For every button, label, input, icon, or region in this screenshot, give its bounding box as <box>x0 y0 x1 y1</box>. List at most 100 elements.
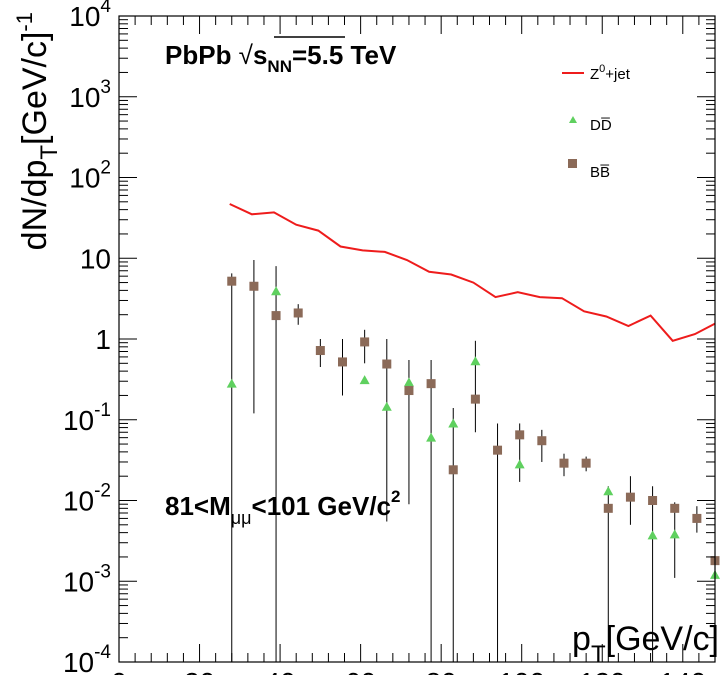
y-tick-label: 10-1 <box>63 400 111 436</box>
label-layer: 02040608010012014010-410-310-210-1110102… <box>12 0 719 675</box>
y-tick-label: 10-3 <box>63 561 111 597</box>
y-tick-base: 10 <box>69 1 100 32</box>
y-tick-base: 10 <box>69 163 100 194</box>
dd-point <box>448 418 459 428</box>
annotation-mass-window: 81<Mμμ<101 GeV/c2 <box>165 487 400 528</box>
bb-point <box>293 308 303 318</box>
plot-layer <box>226 203 720 662</box>
x-axis-title: pT[GeV/c] <box>572 620 719 668</box>
dd-point <box>359 375 370 385</box>
annotation-sqrt-s: s <box>253 40 267 70</box>
y-tick-base: 10 <box>80 243 111 274</box>
y-tick-exponent: -3 <box>94 561 111 582</box>
y-tick-exponent: -1 <box>94 400 111 421</box>
legend-dd-swatch <box>569 116 577 123</box>
dd-point <box>669 529 680 539</box>
bb-point <box>648 496 658 505</box>
y-axis-title-pre: dN/dp <box>16 160 54 251</box>
y-tick-label: 10 <box>80 243 111 274</box>
y-tick-exponent: -4 <box>94 642 111 663</box>
y-axis-title-sup: -1 <box>12 12 37 32</box>
bb-point <box>404 386 414 396</box>
legend-z0jet-sup: 0 <box>599 63 605 75</box>
y-tick-label: 10-2 <box>63 481 111 517</box>
annotation-mass-suffix: <101 GeV/c <box>252 491 392 521</box>
x-axis-title-rest: [GeV/c] <box>606 620 719 658</box>
x-tick-label: 40 <box>265 667 296 675</box>
y-axis-title-sub: T <box>36 145 63 160</box>
y-tick-base: 10 <box>63 566 94 597</box>
y-tick-base: 10 <box>63 405 94 436</box>
bb-point <box>315 346 325 356</box>
y-tick-label: 102 <box>69 158 111 194</box>
bb-point <box>625 492 635 502</box>
bb-point <box>670 503 680 513</box>
annotation-sqrt-sub: NN <box>267 57 292 76</box>
bb-point <box>448 465 458 475</box>
y-axis-title-rest: [GeV/c] <box>16 32 54 145</box>
bb-point <box>603 503 613 513</box>
bb-point <box>581 458 591 468</box>
annotation-energy: =5.5 TeV <box>292 40 397 70</box>
dd-point <box>403 377 414 387</box>
legend-z0jet-rest: +jet <box>605 66 630 83</box>
bb-point <box>493 445 503 455</box>
bb-point <box>537 436 547 446</box>
y-tick-label: 103 <box>69 77 111 113</box>
dd-point <box>381 401 392 411</box>
annotation-mass-sup: 2 <box>391 487 400 506</box>
annotation-mass-sub: μμ <box>231 508 252 528</box>
legend-bb-label: BB̅ <box>590 164 610 181</box>
y-tick-base: 10 <box>63 486 94 517</box>
annotation-collision: PbPb √sNN=5.5 TeV <box>165 40 397 76</box>
legend-z0jet-label: Z0+jet <box>590 63 631 83</box>
dd-point <box>514 459 525 469</box>
y-tick-label: 104 <box>69 0 111 32</box>
legend-bb-swatch <box>568 159 577 168</box>
bb-point <box>559 458 569 468</box>
x-tick-label: 20 <box>184 667 215 675</box>
x-axis-title-sub: T <box>591 641 606 668</box>
bb-point <box>271 311 281 321</box>
y-tick-exponent: 2 <box>100 158 111 179</box>
dd-point <box>647 530 658 540</box>
bb-point <box>382 359 392 369</box>
bb-point <box>227 276 237 286</box>
series-z0jet-line <box>229 203 716 342</box>
y-tick-base: 10 <box>63 647 94 675</box>
annotation-mass-prefix: 81<M <box>165 491 231 521</box>
bb-point <box>426 379 436 389</box>
legend-dd-label: DD̅ <box>590 117 612 134</box>
x-tick-label: 0 <box>111 667 127 675</box>
y-axis-title: dN/dpT[GeV/c]-1 <box>12 12 63 250</box>
x-tick-label: 60 <box>345 667 376 675</box>
y-tick-label: 1 <box>95 324 111 355</box>
dd-point <box>271 286 282 296</box>
y-tick-base: 10 <box>69 82 100 113</box>
bb-point <box>338 357 347 367</box>
dd-point <box>226 378 237 388</box>
dd-point <box>426 432 437 442</box>
legend-z0jet-name: Z <box>590 66 599 83</box>
sqrt-symbol: √ <box>231 40 253 70</box>
x-tick-label: 80 <box>426 667 457 675</box>
bb-point <box>360 337 370 347</box>
annotation-collision-main: PbPb <box>165 40 231 70</box>
bb-point <box>692 513 702 523</box>
y-tick-exponent: 3 <box>100 77 111 98</box>
x-tick-label: 140 <box>659 667 706 675</box>
x-tick-label: 100 <box>498 667 545 675</box>
dd-point <box>470 356 481 366</box>
y-tick-exponent: -2 <box>94 481 111 502</box>
dd-point <box>603 486 614 496</box>
bb-point <box>515 430 525 440</box>
y-tick-base: 1 <box>95 324 111 355</box>
x-tick-label: 120 <box>579 667 626 675</box>
y-tick-label: 10-4 <box>63 642 111 675</box>
x-axis-title-base: p <box>572 620 591 658</box>
y-tick-exponent: 4 <box>100 0 111 17</box>
bb-point <box>249 281 259 291</box>
plot-frame <box>118 15 716 663</box>
frame-layer <box>118 15 716 663</box>
